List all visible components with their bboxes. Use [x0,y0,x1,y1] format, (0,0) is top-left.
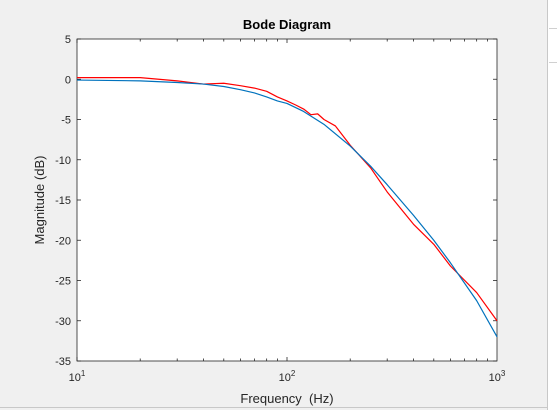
right-edge-panel [547,0,557,410]
x-tick-label-exponent: 3 [501,369,506,378]
y-tick-label: -25 [55,276,71,288]
x-tick-label-base: 10 [489,372,501,384]
x-tick-label: 103 [489,369,506,384]
x-tick-label: 102 [279,369,296,384]
y-tick-label: -20 [55,235,71,247]
y-tick-label: 5 [65,34,71,46]
y-tick-label: 0 [65,74,71,86]
series-line-2 [76,79,498,338]
y-tick-label: -5 [61,115,71,127]
x-tick-label-exponent: 2 [291,369,296,378]
window-bottom-border [0,407,547,408]
x-tick-label: 101 [69,369,86,384]
chart-title: Bode Diagram [243,17,331,32]
series-line-1 [77,77,498,322]
y-tick-label: -30 [55,316,71,328]
y-axis: 5 0 -5 -10 -15 -20 -25 -30 -35 [55,34,497,368]
plot-area [76,38,498,362]
y-tick-label: -10 [55,155,71,167]
x-tick-label-base: 10 [69,372,81,384]
x-tick-label-base: 10 [279,372,291,384]
x-axis: 101 102 103 [69,39,506,384]
y-tick-label: -35 [55,356,71,368]
x-tick-label-exponent: 1 [81,369,86,378]
bode-chart: Bode Diagram 50-5-10-15-20-25-30-35 101 1… [32,17,506,406]
series-layer [76,77,498,338]
y-tick-label: -15 [55,195,71,207]
x-axis-label: Frequency (Hz) [240,391,333,406]
y-axis-label: Magnitude (dB) [32,156,47,245]
